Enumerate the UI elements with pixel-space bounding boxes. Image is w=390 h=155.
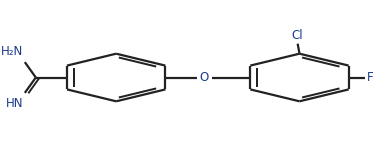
Text: Cl: Cl — [292, 29, 303, 42]
Text: H₂N: H₂N — [1, 45, 23, 58]
Text: O: O — [200, 71, 209, 84]
Text: F: F — [367, 71, 374, 84]
Text: HN: HN — [5, 97, 23, 110]
